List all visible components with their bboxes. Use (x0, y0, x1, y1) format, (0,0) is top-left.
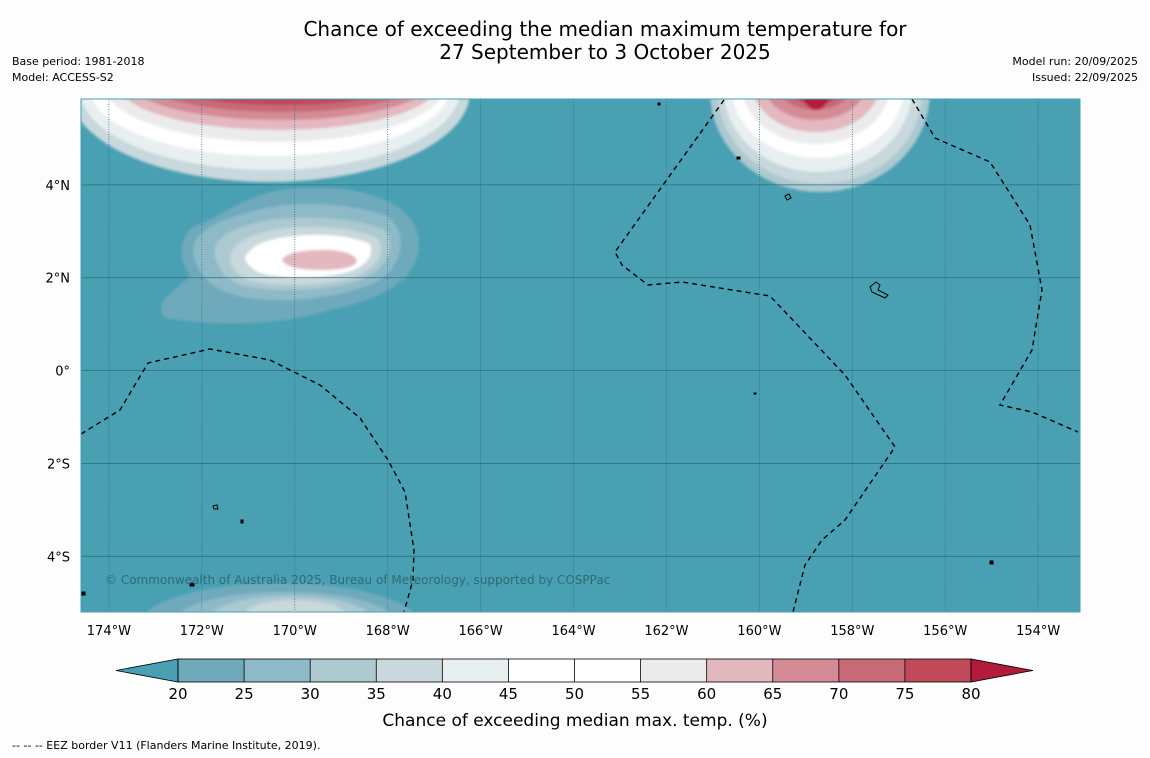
colorbar-label: Chance of exceeding median max. temp. (%… (382, 711, 767, 731)
title-line-2: 27 September to 3 October 2025 (439, 40, 771, 64)
colorbar-segment (508, 659, 575, 682)
longitude-label: 174°W (87, 624, 131, 639)
island-small-2 (736, 156, 741, 160)
islands (81, 102, 994, 596)
colorbar-segment (310, 659, 377, 682)
longitude-labels: 174°W 172°W 170°W 168°W 166°W 164°W 162°W 160°W… (87, 624, 1061, 639)
latitude-label: 2°N (46, 272, 71, 287)
eez-border-east (911, 99, 1079, 433)
run-info: Model run: 20/09/2025 Issued: 22/09/2025 (1012, 54, 1138, 86)
colorbar-segment (904, 659, 972, 682)
copyright-notice: © Commonwealth of Australia 2025, Bureau… (105, 573, 610, 587)
colorbar-tick: 60 (697, 685, 716, 703)
colorbar-segment (442, 659, 509, 682)
island-baker (212, 504, 219, 510)
colorbar-extend-low (115, 658, 179, 683)
colorbar-segment (838, 659, 906, 682)
colorbar-segment (244, 659, 311, 682)
anomaly-contours (81, 99, 930, 612)
colorbar: 20 25 30 35 40 45 50 55 60 65 70 75 80 Chance of exc… (115, 658, 1034, 731)
colorbar-extend-high (970, 658, 1034, 683)
island-kiritimati (869, 281, 889, 299)
warm-anomaly-central (160, 187, 419, 324)
longitude-label: 172°W (180, 624, 224, 639)
latitude-label: 0° (55, 365, 70, 380)
colorbar-tick-labels: 20 25 30 35 40 45 50 55 60 65 70 75 80 (168, 685, 980, 703)
colorbar-segment (640, 659, 708, 682)
colorbar-tick: 20 (168, 685, 187, 703)
issued-date: Issued: 22/09/2025 (1031, 71, 1138, 84)
colorbar-tick: 30 (301, 685, 320, 703)
model-info: Base period: 1981-2018 Model: ACCESS-S2 (12, 54, 144, 86)
map-frame (80, 98, 1081, 613)
longitude-label: 156°W (923, 624, 967, 639)
colorbar-segment (574, 659, 642, 682)
anomaly-south (146, 583, 414, 612)
latitude-label: 4°N (46, 179, 71, 194)
model-name: Model: ACCESS-S2 (12, 71, 114, 84)
longitude-label: 166°W (459, 624, 503, 639)
longitude-label: 164°W (551, 624, 595, 639)
colorbar-frame (177, 658, 972, 683)
map-title: Chance of exceeding the median maximum t… (175, 18, 1035, 64)
longitude-label: 158°W (830, 624, 874, 639)
island-jarvis (784, 193, 792, 201)
eez-border-kiribati-central (614, 99, 896, 612)
title-line-1: Chance of exceeding the median maximum t… (303, 17, 907, 41)
map-panel: © Commonwealth of Australia 2025, Bureau… (80, 98, 1081, 613)
island-small-1 (657, 102, 661, 106)
colorbar-segment (376, 659, 443, 682)
latitude-label: 2°S (47, 457, 70, 472)
latitude-label: 4°S (47, 550, 70, 565)
latitude-labels: 4°N 2°N 0° 2°S 4°S (46, 179, 71, 565)
colorbar-tick: 65 (763, 685, 782, 703)
longitude-label: 170°W (273, 624, 317, 639)
colorbar-tick: 25 (235, 685, 254, 703)
colorbar-tick: 40 (433, 685, 452, 703)
colorbar-tick: 70 (829, 685, 848, 703)
graticule (81, 99, 1080, 612)
colorbar-tick: 45 (499, 685, 518, 703)
eez-footnote: -- -- -- EEZ border V11 (Flanders Marine… (12, 739, 321, 752)
eez-borders (81, 99, 1079, 612)
eez-border-west (81, 348, 415, 612)
longitude-label: 168°W (366, 624, 410, 639)
colorbar-tick: 35 (367, 685, 386, 703)
colorbar-segment (706, 659, 774, 682)
island-small-3 (753, 392, 757, 395)
model-run: Model run: 20/09/2025 (1012, 55, 1138, 68)
island-small-4 (240, 519, 244, 524)
longitude-label: 160°W (737, 624, 781, 639)
longitude-label: 162°W (644, 624, 688, 639)
base-period: Base period: 1981-2018 (12, 55, 145, 68)
island-small-7 (81, 591, 86, 596)
colorbar-tick: 50 (565, 685, 584, 703)
island-small-6 (989, 560, 994, 565)
colorbar-segment (178, 659, 245, 682)
colorbar-tick: 80 (961, 685, 980, 703)
colorbar-segment (772, 659, 840, 682)
longitude-label: 154°W (1016, 624, 1060, 639)
colorbar-tick: 55 (631, 685, 650, 703)
colorbar-tick: 75 (895, 685, 914, 703)
warm-anomaly-north-east (710, 99, 930, 192)
colorbar-segments (178, 659, 972, 682)
warm-anomaly-north-west (81, 99, 470, 182)
island-small-5 (189, 582, 195, 587)
